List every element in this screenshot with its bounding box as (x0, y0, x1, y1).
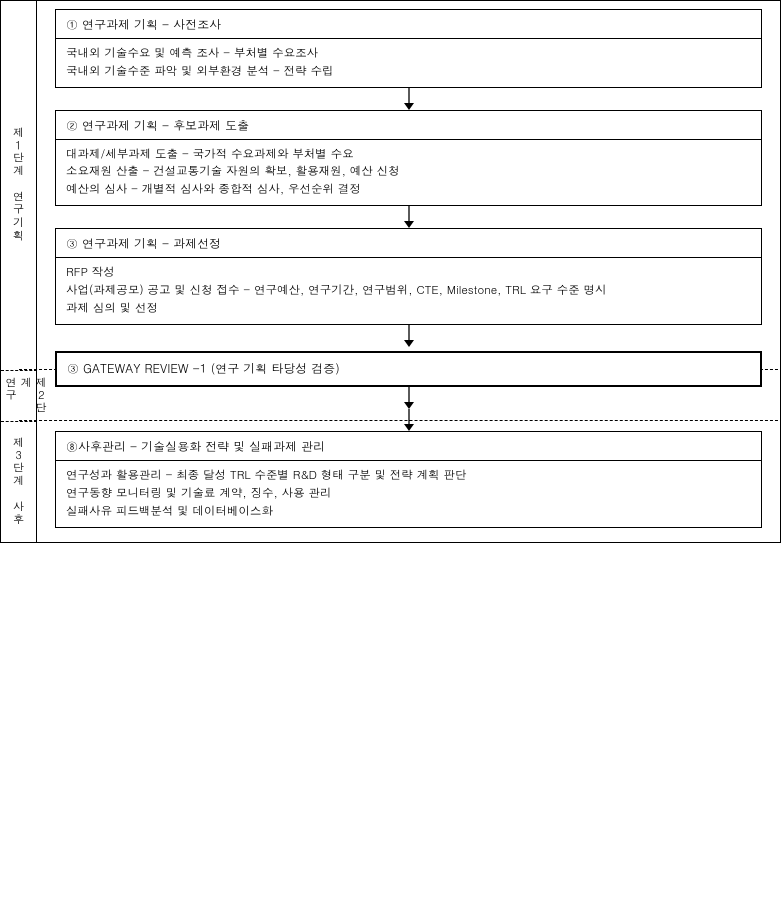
process-detail: 연구성과 활용관리 - 최종 달성 TRL 수준별 R&D 형태 구분 및 전략… (55, 460, 762, 527)
process-detail: RFP 작성사업(과제공모) 공고 및 신청 접수 - 연구예산, 연구기간, … (55, 257, 762, 324)
process-box: ③ 연구과제 기획 - 과제선정RFP 작성사업(과제공모) 공고 및 신청 접… (55, 228, 762, 324)
arrow-down (55, 206, 762, 228)
process-box: ⑧사후관리 - 기술실용화 전략 및 실패과제 관리연구성과 활용관리 - 최종… (55, 431, 762, 527)
flowchart: 제１단계 연구기획제２단계 연구운영제３단계 사후 ① 연구과제 기획 - 사전… (0, 0, 781, 543)
detail-line: 소요재원 산출 - 건설교통기술 자원의 확보, 활용재원, 예산 신청 (66, 163, 751, 181)
process-box: ① 연구과제 기획 - 사전조사국내외 기술수요 및 예측 조사 - 부처별 수… (55, 9, 762, 88)
stage-label-1: 제２단계 연구운영 (1, 370, 37, 422)
stage-block-2: ⑧사후관리 - 기술실용화 전략 및 실패과제 관리연구성과 활용관리 - 최종… (55, 431, 762, 531)
detail-line: 연구성과 활용관리 - 최종 달성 TRL 수준별 R&D 형태 구분 및 전략… (66, 467, 751, 485)
process-detail: 대과제/세부과제 도출 - 국가적 수요과제와 부처별 수요소요재원 산출 - … (55, 139, 762, 206)
process-box: ② 연구과제 기획 - 후보과제 도출대과제/세부과제 도출 - 국가적 수요과… (55, 110, 762, 206)
detail-line: 국내외 기술수요 및 예측 조사 - 부처별 수요조사 (66, 45, 751, 63)
arrow-down (55, 325, 762, 347)
stage-label-2: 제３단계 사후 (1, 421, 37, 542)
detail-line: 과제 심의 및 선정 (66, 300, 751, 318)
detail-line: 실패사유 피드백분석 및 데이터베이스화 (66, 503, 751, 521)
arrow-down (55, 387, 762, 409)
arrow-down (55, 409, 762, 431)
stage-label-0: 제１단계 연구기획 (1, 1, 37, 370)
process-title: ⑧사후관리 - 기술실용화 전략 및 실패과제 관리 (55, 431, 762, 460)
process-detail: 국내외 기술수요 및 예측 조사 - 부처별 수요조사국내외 기술수준 파악 및… (55, 38, 762, 88)
stage-separator-overlap: ③ GATEWAY REVIEW -1 (연구 기획 타당성 검증) (55, 351, 762, 388)
stage-labels-column: 제１단계 연구기획제２단계 연구운영제３단계 사후 (1, 1, 37, 542)
detail-line: RFP 작성 (66, 264, 751, 282)
detail-line: 사업(과제공모) 공고 및 신청 접수 - 연구예산, 연구기간, 연구범위, … (66, 282, 751, 300)
stage-separator-2 (55, 409, 762, 431)
process-title: ① 연구과제 기획 - 사전조사 (55, 9, 762, 38)
detail-line: 예산의 심사 - 개별적 심사와 종합적 심사, 우선순위 결정 (66, 181, 751, 199)
stage-block-0: ① 연구과제 기획 - 사전조사국내외 기술수요 및 예측 조사 - 부처별 수… (55, 9, 762, 351)
process-title: ② 연구과제 기획 - 후보과제 도출 (55, 110, 762, 139)
process-title: ③ 연구과제 기획 - 과제선정 (55, 228, 762, 257)
detail-line: 연구동향 모니터링 및 기술료 계약, 징수, 사용 관리 (66, 485, 751, 503)
flow-column: ① 연구과제 기획 - 사전조사국내외 기술수요 및 예측 조사 - 부처별 수… (37, 1, 780, 542)
arrow-down (55, 88, 762, 110)
detail-line: 국내외 기술수준 파악 및 외부환경 분석 - 전략 수립 (66, 63, 751, 81)
gateway-box: ③ GATEWAY REVIEW -1 (연구 기획 타당성 검증) (55, 351, 762, 388)
detail-line: 대과제/세부과제 도출 - 국가적 수요과제와 부처별 수요 (66, 146, 751, 164)
